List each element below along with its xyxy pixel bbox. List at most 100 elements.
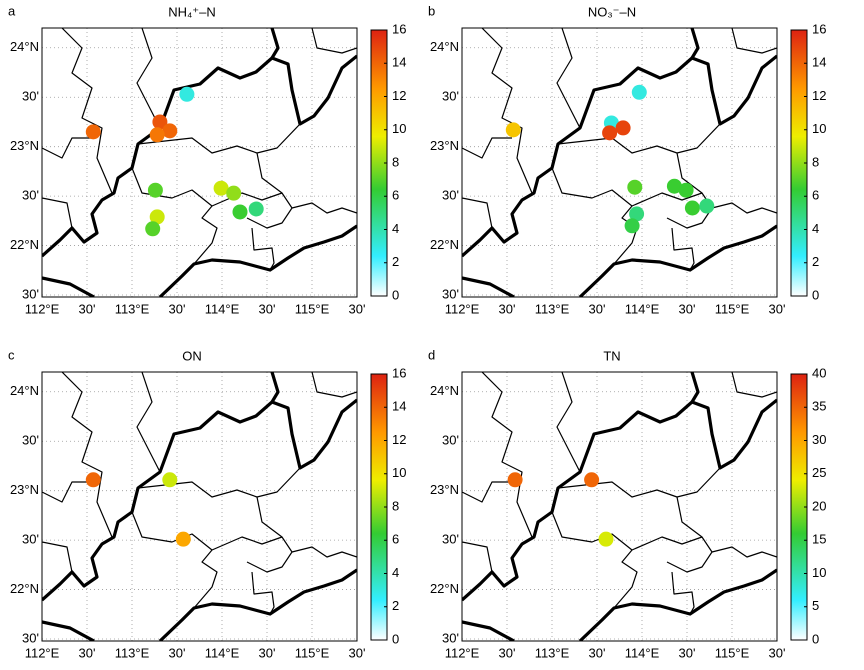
colorbar-tick-label: 2: [392, 598, 399, 613]
colorbar-tick-label: 2: [812, 254, 819, 269]
panel-title: NO₃⁻–N: [588, 4, 636, 19]
colorbar-tick-label: 16: [812, 21, 826, 36]
frame: [461, 371, 778, 642]
y-tick-label: 23°N: [430, 138, 459, 153]
colorbar-tick-label: 0: [392, 287, 399, 302]
colorbar-tick-label: 0: [812, 631, 819, 646]
colorbar-tick-label: 12: [812, 88, 826, 103]
x-tick-label: 114°E: [205, 645, 240, 660]
x-tick-label: 30': [679, 301, 696, 316]
x-tick-label: 30': [259, 645, 276, 660]
y-tick-label: 30': [22, 188, 39, 203]
colorbar-tick-label: 8: [392, 498, 399, 513]
colorbar-tick-label: 14: [392, 399, 406, 414]
y-tick-label: 30': [22, 286, 39, 301]
colorbar-tick-label: 8: [812, 154, 819, 169]
x-tick-label: 115°E: [715, 645, 750, 660]
site-point: [179, 86, 195, 102]
x-tick-label: 30': [169, 645, 186, 660]
frame: [41, 371, 358, 642]
x-tick-label: 30': [349, 645, 366, 660]
x-tick-label: 112°E: [445, 645, 480, 660]
site-point: [505, 122, 521, 138]
y-tick-label: 24°N: [430, 39, 459, 54]
site-point: [162, 123, 178, 139]
x-tick-label: 112°E: [25, 301, 60, 316]
site-point: [226, 185, 242, 201]
colorbar-tick-label: 2: [392, 254, 399, 269]
y-tick-label: 24°N: [10, 39, 39, 54]
colorbar-tick-label: 20: [812, 498, 826, 513]
y-tick-label: 30': [22, 630, 39, 645]
colorbar-tick-label: 0: [812, 287, 819, 302]
site-point: [213, 180, 229, 196]
x-tick-label: 30': [349, 301, 366, 316]
site-point: [85, 124, 101, 140]
colorbar-tick-label: 16: [392, 365, 406, 380]
colorbar-tick-label: 14: [392, 55, 406, 70]
x-tick-label: 30': [499, 645, 516, 660]
panel-title: TN: [603, 348, 620, 363]
panel-label: c: [8, 347, 15, 362]
x-tick-label: 30': [679, 645, 696, 660]
x-tick-label: 30': [589, 645, 606, 660]
site-point: [684, 200, 700, 216]
site-point: [147, 182, 163, 198]
x-tick-label: 113°E: [115, 301, 150, 316]
panel-label: d: [428, 347, 435, 362]
site-point: [629, 206, 645, 222]
x-tick-label: 115°E: [295, 301, 330, 316]
x-tick-label: 30': [79, 301, 96, 316]
x-tick-label: 30': [499, 301, 516, 316]
colorbar-tick-label: 6: [392, 532, 399, 547]
colorbar-tick-label: 4: [812, 221, 819, 236]
y-tick-label: 30': [442, 630, 459, 645]
colorbar-tick-label: 10: [392, 465, 406, 480]
x-tick-label: 114°E: [625, 301, 660, 316]
x-tick-label: 114°E: [205, 301, 240, 316]
y-tick-label: 22°N: [430, 581, 459, 596]
y-tick-label: 30': [442, 286, 459, 301]
y-tick-label: 23°N: [430, 482, 459, 497]
y-tick-label: 30': [22, 433, 39, 448]
colorbar-tick-label: 10: [812, 121, 826, 136]
colorbar-tick-label: 5: [812, 598, 819, 613]
frame: [461, 27, 778, 298]
y-tick-label: 30': [442, 532, 459, 547]
y-tick-label: 30': [442, 433, 459, 448]
colorbar-tick-label: 16: [392, 21, 406, 36]
x-tick-label: 30': [259, 301, 276, 316]
y-tick-label: 22°N: [10, 237, 39, 252]
y-tick-label: 30': [22, 532, 39, 547]
colorbar-tick-label: 14: [812, 55, 826, 70]
panel-title: NH₄⁺–N: [168, 4, 216, 19]
x-tick-label: 30': [589, 301, 606, 316]
colorbar-tick-label: 12: [392, 432, 406, 447]
site-point: [232, 204, 248, 220]
y-tick-label: 30': [22, 89, 39, 104]
x-tick-label: 30': [769, 301, 786, 316]
site-point: [624, 218, 640, 234]
colorbar-tick-label: 35: [812, 399, 826, 414]
site-point: [149, 209, 165, 225]
site-point: [598, 531, 614, 547]
x-tick-label: 112°E: [445, 301, 480, 316]
site-point: [602, 125, 618, 141]
colorbar-tick-label: 8: [392, 154, 399, 169]
frame: [41, 27, 358, 298]
colorbar-tick-label: 4: [392, 565, 399, 580]
map-outline: [42, 372, 357, 641]
x-tick-label: 114°E: [625, 645, 660, 660]
colorbar-tick-label: 12: [392, 88, 406, 103]
colorbar-tick-label: 15: [812, 532, 826, 547]
panel-label: a: [8, 3, 16, 18]
colorbar-tick-label: 6: [392, 188, 399, 203]
x-tick-label: 30': [79, 645, 96, 660]
x-tick-label: 30': [169, 301, 186, 316]
site-point: [615, 120, 631, 136]
